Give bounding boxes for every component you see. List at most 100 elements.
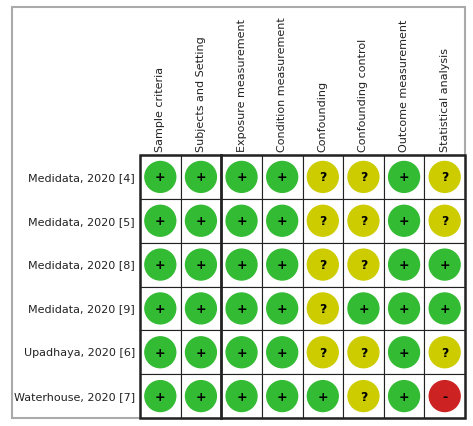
Circle shape [348,206,379,236]
Circle shape [267,293,298,324]
Bar [343,287,384,331]
Text: +: + [196,390,206,403]
Circle shape [348,337,379,368]
Text: Medidata, 2020 [5]: Medidata, 2020 [5] [28,216,135,226]
Circle shape [307,162,338,193]
Text: Confounding: Confounding [318,81,328,152]
Text: +: + [236,390,247,403]
Text: +: + [439,302,450,315]
Bar [303,243,343,287]
Bar [343,199,384,243]
Bar [384,155,424,199]
Circle shape [145,206,176,236]
Text: Confounding control: Confounding control [359,39,368,152]
Bar [140,155,465,418]
Bar [221,243,262,287]
Text: ?: ? [319,346,326,359]
Text: Medidata, 2020 [4]: Medidata, 2020 [4] [28,173,135,182]
Circle shape [429,206,460,236]
Text: Exposure measurement: Exposure measurement [236,19,246,152]
Circle shape [226,381,257,412]
Circle shape [429,162,460,193]
Circle shape [226,293,257,324]
Circle shape [226,206,257,236]
Circle shape [185,162,216,193]
Bar [140,287,181,331]
Text: +: + [399,215,409,228]
Bar [221,331,262,374]
Circle shape [389,293,420,324]
Bar [262,243,303,287]
Bar [384,331,424,374]
Bar [221,287,262,331]
Bar [181,287,221,331]
Bar [384,287,424,331]
Text: +: + [236,171,247,184]
Circle shape [429,337,460,368]
Bar [181,331,221,374]
Circle shape [267,250,298,280]
Text: Upadhaya, 2020 [6]: Upadhaya, 2020 [6] [24,348,135,357]
Bar [262,287,303,331]
Bar [221,199,262,243]
Bar [424,155,465,199]
Circle shape [429,250,460,280]
Bar [181,155,221,199]
Circle shape [348,250,379,280]
Bar [181,199,221,243]
Text: ?: ? [360,171,367,184]
Text: +: + [277,259,288,271]
Circle shape [429,293,460,324]
Bar [424,331,465,374]
Bar [140,243,181,287]
Text: Condition measurement: Condition measurement [277,17,287,152]
Text: +: + [399,302,409,315]
Text: +: + [155,171,166,184]
Text: ?: ? [360,215,367,228]
Text: ?: ? [360,259,367,271]
Text: +: + [196,215,206,228]
Bar [221,155,262,199]
Text: +: + [439,259,450,271]
Bar [303,155,343,199]
Circle shape [226,337,257,368]
Circle shape [226,250,257,280]
Circle shape [429,381,460,412]
Text: +: + [155,346,166,359]
Text: +: + [399,390,409,403]
Bar [140,331,181,374]
Text: +: + [196,302,206,315]
Bar [140,374,181,418]
Bar [181,374,221,418]
Circle shape [267,162,298,193]
Text: -: - [442,390,447,403]
Text: +: + [155,259,166,271]
Text: ?: ? [319,259,326,271]
Bar [303,374,343,418]
Bar [343,331,384,374]
Bar [343,374,384,418]
Circle shape [307,206,338,236]
Bar [262,155,303,199]
Circle shape [145,337,176,368]
Text: Sample criteria: Sample criteria [155,67,165,152]
Circle shape [145,250,176,280]
Text: +: + [236,346,247,359]
Circle shape [145,162,176,193]
Text: ?: ? [360,346,367,359]
Text: +: + [277,215,288,228]
Bar [140,199,181,243]
Text: Medidata, 2020 [9]: Medidata, 2020 [9] [28,304,135,314]
Text: ?: ? [319,302,326,315]
Text: +: + [277,390,288,403]
Circle shape [307,293,338,324]
Circle shape [389,381,420,412]
Bar [424,374,465,418]
Text: +: + [277,302,288,315]
Circle shape [185,206,216,236]
Bar [140,155,181,199]
Text: Outcome measurement: Outcome measurement [399,20,409,152]
Bar [343,155,384,199]
Text: +: + [196,171,206,184]
Circle shape [185,293,216,324]
